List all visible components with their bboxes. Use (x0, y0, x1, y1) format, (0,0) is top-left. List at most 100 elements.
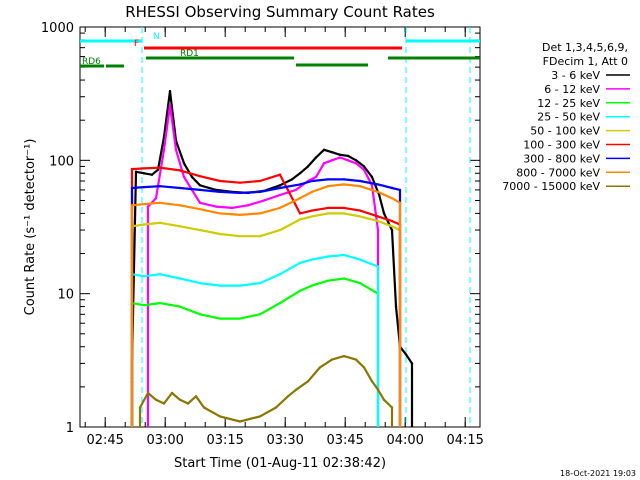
data-point (376, 228, 380, 232)
series-line (130, 90, 414, 427)
data-point (390, 225, 394, 228)
x-tick-label: 03:15 (206, 433, 243, 448)
x-tick-label: 04:15 (446, 433, 483, 448)
data-point (376, 183, 380, 186)
data-point (326, 206, 330, 210)
legend-label: 50 - 100 keV (530, 125, 600, 138)
series-4 (130, 212, 402, 427)
data-point (310, 258, 314, 261)
y-axis: 1 10 100 1000 (41, 21, 480, 436)
data-point (410, 362, 414, 365)
data-point (338, 156, 342, 159)
data-point (178, 186, 182, 190)
x-tick-label: 02:45 (86, 433, 123, 448)
data-point (198, 201, 202, 204)
state-bar-2: RD1 (146, 49, 480, 60)
data-point (238, 235, 242, 238)
legend-label: 100 - 300 keV (523, 139, 600, 152)
series-line (130, 253, 380, 427)
data-point (394, 305, 398, 308)
data-point (298, 261, 302, 265)
data-point (142, 202, 146, 206)
data-point (310, 179, 314, 183)
data-point (358, 258, 362, 261)
data-point (258, 281, 262, 285)
data-point (342, 253, 346, 257)
data-point (294, 388, 298, 391)
data-point (178, 225, 182, 228)
x-tick-label: 03:45 (326, 433, 363, 448)
series-layer (130, 90, 414, 427)
series-2 (130, 277, 380, 427)
data-point (174, 148, 178, 151)
data-point (278, 186, 282, 190)
data-point (354, 159, 358, 162)
chart-title: RHESSI Observing Summary Count Rates (125, 3, 435, 21)
data-point (306, 165, 310, 168)
data-point (342, 183, 346, 186)
x-tick-label: 03:30 (266, 433, 303, 448)
data-point (218, 317, 222, 320)
data-point (218, 232, 222, 236)
x-tick-label: 03:00 (146, 433, 183, 448)
data-point (362, 168, 366, 171)
data-point (342, 354, 346, 358)
data-point (370, 175, 374, 179)
data-point (142, 185, 146, 189)
data-point (278, 184, 282, 187)
data-point (346, 159, 350, 162)
data-point (330, 159, 334, 162)
state-label: N (153, 32, 160, 42)
legend-label: 12 - 25 keV (537, 97, 600, 110)
data-point (238, 420, 242, 423)
data-point (390, 197, 394, 200)
data-point (398, 201, 402, 204)
data-point (370, 380, 374, 383)
data-point (142, 172, 146, 175)
data-point (376, 388, 380, 391)
data-point (278, 173, 282, 176)
data-point (358, 281, 362, 285)
data-point (290, 178, 294, 181)
state-bar-0: N (80, 32, 480, 43)
state-bar-1: F (134, 39, 402, 50)
data-point (258, 212, 262, 215)
legend-label: 6 - 12 keV (544, 83, 600, 96)
data-point (342, 212, 346, 215)
data-point (322, 148, 326, 151)
data-point (150, 173, 154, 176)
data-point (390, 219, 394, 223)
data-point (198, 313, 202, 316)
plot-area: 1 10 100 1000 02:45 03:00 03:15 03:30 03:45 04:0… (41, 21, 484, 448)
series-5 (130, 166, 402, 427)
legend-label: 7000 - 15000 keV (502, 180, 600, 193)
data-point (262, 199, 266, 202)
data-point (178, 169, 182, 172)
data-point (310, 284, 314, 287)
legend-label: 3 - 6 keV (551, 69, 600, 82)
y-axis-label: Count Rate (s⁻¹ detector⁻¹) (23, 139, 38, 316)
data-point (376, 190, 380, 194)
data-point (158, 185, 162, 188)
data-point (382, 212, 386, 215)
x-axis: 02:45 03:00 03:15 03:30 03:45 04:00 04:15 (84, 27, 484, 448)
data-point (134, 170, 138, 173)
data-point (330, 358, 334, 361)
series-line (130, 212, 402, 427)
data-point (310, 190, 314, 194)
data-point (298, 197, 302, 200)
series-line (138, 355, 394, 427)
data-point (178, 204, 182, 207)
data-point (158, 166, 162, 169)
data-point (314, 156, 318, 159)
data-point (278, 228, 282, 232)
data-point (194, 395, 198, 398)
data-point (258, 190, 262, 194)
legend-header-line-2: FDecim 1, Att 0 (543, 55, 628, 68)
data-point (218, 284, 222, 287)
data-point (278, 273, 282, 276)
series-line (146, 103, 380, 427)
data-point (158, 273, 162, 276)
data-point (218, 415, 222, 418)
